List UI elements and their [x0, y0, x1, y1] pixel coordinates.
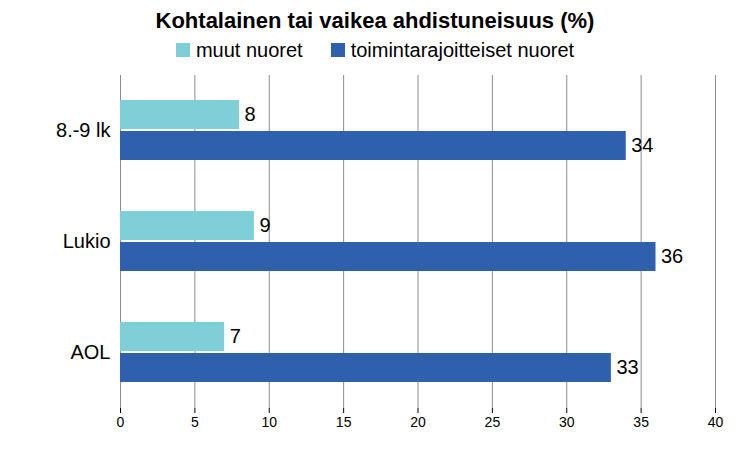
- svg-text:10: 10: [261, 414, 277, 430]
- svg-text:Lukio: Lukio: [63, 230, 111, 252]
- svg-text:9: 9: [259, 214, 270, 236]
- svg-text:7: 7: [230, 325, 241, 347]
- svg-text:8.-9 lk: 8.-9 lk: [56, 119, 111, 141]
- html-text:toimintarajoitteiset nuoret: toimintarajoitteiset nuoret: [350, 39, 575, 61]
- svg-text:40: 40: [708, 414, 724, 430]
- svg-text:30: 30: [559, 414, 575, 430]
- html-text:muut nuoret: muut nuoret: [195, 39, 303, 61]
- svg-text:8: 8: [245, 103, 256, 125]
- svg-text:15: 15: [336, 414, 352, 430]
- svg-text:35: 35: [633, 414, 649, 430]
- html-text:Kohtalainen tai vaikea ahdistu: Kohtalainen tai vaikea ahdistuneisuus (%…: [155, 8, 595, 33]
- svg-text:AOL: AOL: [70, 341, 110, 363]
- svg-text:36: 36: [661, 245, 683, 267]
- svg-text:20: 20: [410, 414, 426, 430]
- svg-text:5: 5: [191, 414, 199, 430]
- svg-text:34: 34: [631, 134, 653, 156]
- svg-text:33: 33: [616, 356, 638, 378]
- svg-text:0: 0: [117, 414, 125, 430]
- svg-text:25: 25: [485, 414, 501, 430]
